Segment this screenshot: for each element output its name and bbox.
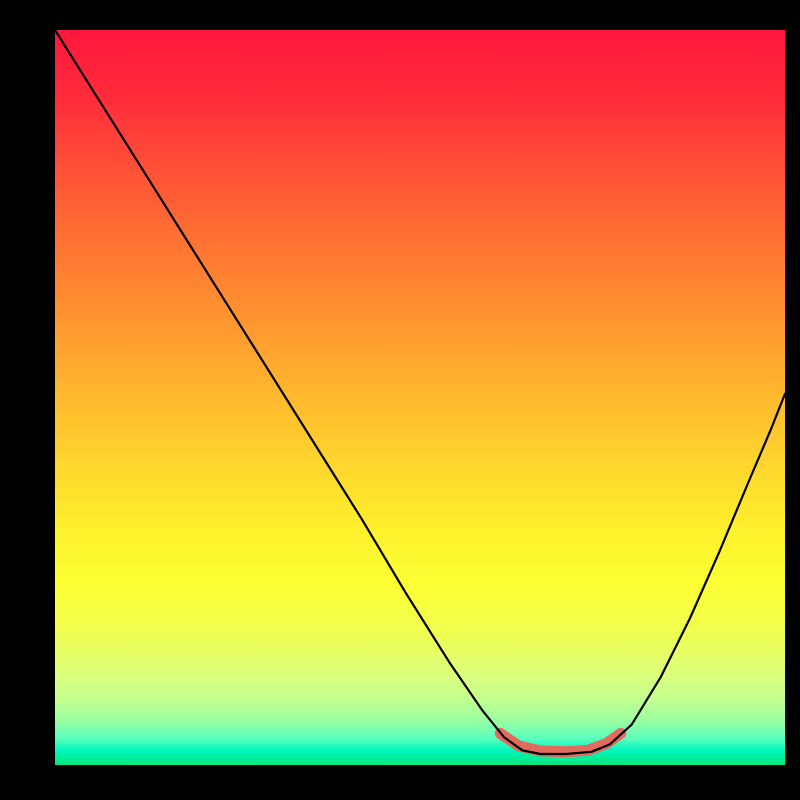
plot-frame-top xyxy=(0,0,800,30)
chart-background xyxy=(55,30,785,765)
plateau-highlight-line xyxy=(500,733,621,751)
plot-frame-left xyxy=(0,0,55,800)
plot-area xyxy=(55,30,785,765)
plot-frame-bottom xyxy=(0,765,800,800)
chart-svg xyxy=(55,30,785,765)
bottleneck-curve-line xyxy=(55,30,785,754)
plot-frame-right xyxy=(785,0,800,800)
